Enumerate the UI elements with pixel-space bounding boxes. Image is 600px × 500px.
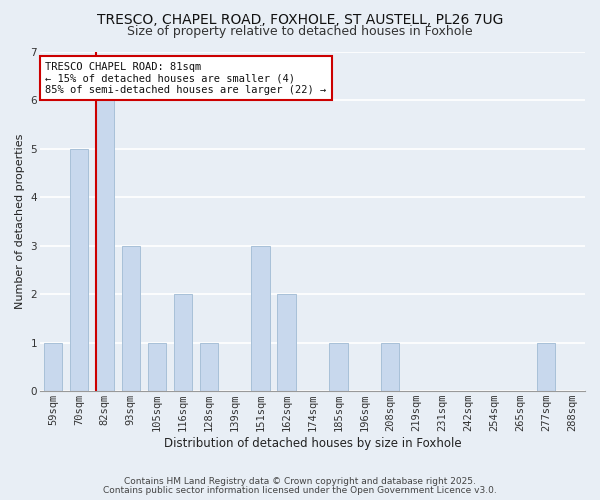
Bar — [173, 294, 192, 391]
Bar — [381, 342, 400, 391]
Bar — [329, 342, 347, 391]
Text: TRESCO CHAPEL ROAD: 81sqm
← 15% of detached houses are smaller (4)
85% of semi-d: TRESCO CHAPEL ROAD: 81sqm ← 15% of detac… — [46, 62, 326, 95]
Bar — [537, 342, 555, 391]
Bar — [200, 342, 218, 391]
Text: Contains HM Land Registry data © Crown copyright and database right 2025.: Contains HM Land Registry data © Crown c… — [124, 477, 476, 486]
Bar — [251, 246, 269, 391]
Bar — [277, 294, 296, 391]
Bar — [70, 148, 88, 391]
Bar — [96, 100, 114, 391]
Text: TRESCO, CHAPEL ROAD, FOXHOLE, ST AUSTELL, PL26 7UG: TRESCO, CHAPEL ROAD, FOXHOLE, ST AUSTELL… — [97, 12, 503, 26]
Bar — [122, 246, 140, 391]
Bar — [44, 342, 62, 391]
Y-axis label: Number of detached properties: Number of detached properties — [15, 134, 25, 309]
Text: Contains public sector information licensed under the Open Government Licence v3: Contains public sector information licen… — [103, 486, 497, 495]
Bar — [148, 342, 166, 391]
Text: Size of property relative to detached houses in Foxhole: Size of property relative to detached ho… — [127, 25, 473, 38]
X-axis label: Distribution of detached houses by size in Foxhole: Distribution of detached houses by size … — [164, 437, 461, 450]
